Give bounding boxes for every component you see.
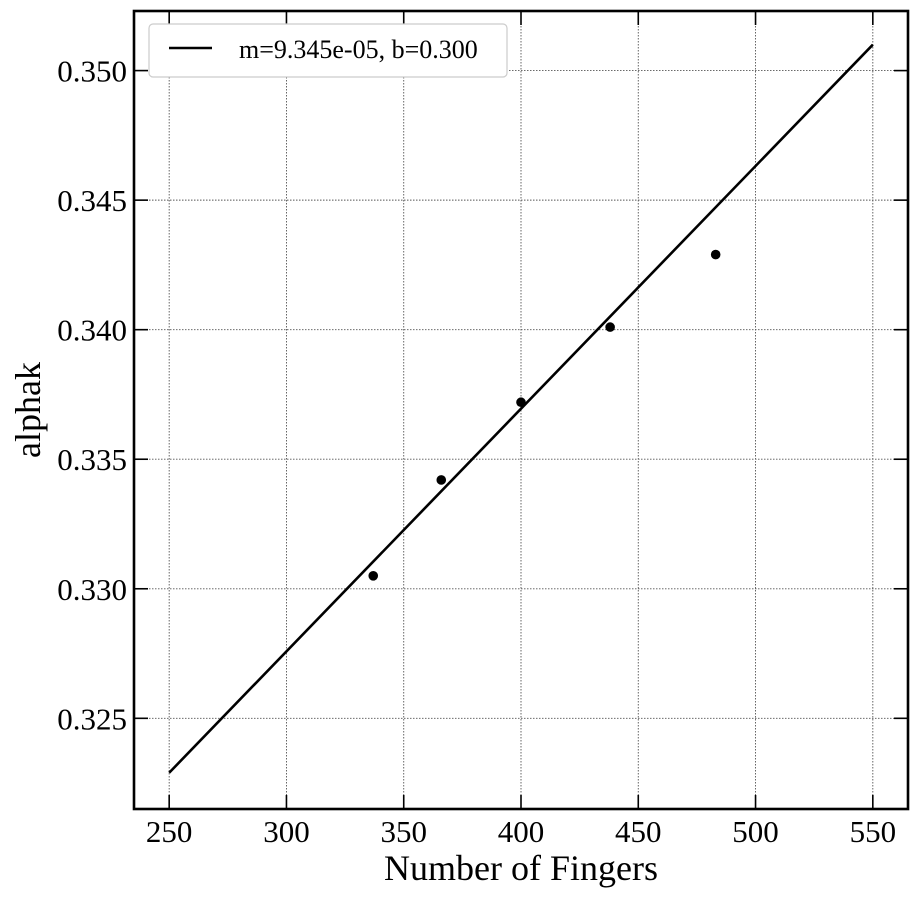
data-point	[436, 475, 447, 485]
y-tick-label: 0.330	[57, 572, 127, 607]
fit-line	[168, 43, 874, 774]
data-point	[368, 571, 379, 581]
legend-box	[148, 23, 508, 78]
axis-ticks	[134, 11, 908, 809]
y-tick-labels: 0.325 0.330 0.335 0.340 0.345 0.350	[57, 54, 127, 737]
x-tick-label: 350	[380, 814, 427, 849]
y-tick-label: 0.350	[57, 54, 127, 89]
y-tick-label: 0.335	[57, 442, 127, 477]
y-tick-label: 0.345	[57, 183, 127, 218]
y-tick-label: 0.340	[57, 313, 127, 348]
legend-label: m=9.345e-05, b=0.300	[239, 35, 478, 64]
y-axis-title: alphak	[8, 362, 48, 458]
plot-frame	[132, 9, 910, 811]
data-point	[516, 397, 526, 408]
x-tick-label: 400	[498, 814, 545, 849]
x-axis-title: Number of Fingers	[384, 848, 658, 888]
y-tick-label: 0.325	[57, 701, 127, 736]
x-tick-label: 550	[850, 814, 897, 849]
x-tick-label: 500	[732, 814, 779, 849]
x-tick-labels: 250 300 350 400 450 500 550	[146, 814, 896, 849]
data-point	[605, 322, 615, 332]
plot-series	[168, 43, 874, 774]
legend: m=9.345e-05, b=0.300	[148, 23, 508, 78]
data-point	[710, 249, 721, 260]
x-tick-label: 250	[146, 814, 193, 849]
x-tick-label: 300	[263, 814, 310, 849]
data-points	[368, 249, 721, 581]
x-tick-label: 450	[615, 814, 662, 849]
